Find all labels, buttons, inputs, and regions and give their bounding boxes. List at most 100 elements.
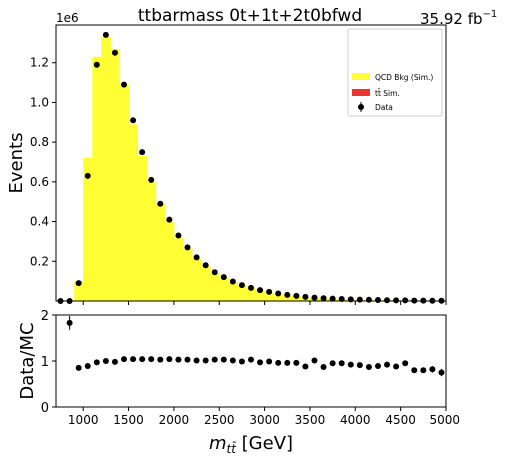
ratio-point <box>429 366 435 372</box>
ratio-y-axis-label: Data/MC <box>17 322 38 399</box>
ratio-point <box>357 362 363 368</box>
data-point <box>239 282 245 288</box>
qcd-bar <box>83 158 92 301</box>
legend: QCD Bkg (Sim.) tt̄ Sim. Data <box>348 29 442 116</box>
data-point <box>393 297 399 303</box>
data-point <box>85 173 91 179</box>
ratio-y-tick-label: 2 <box>41 309 49 324</box>
data-point <box>112 50 118 56</box>
data-point <box>212 269 218 275</box>
ratio-point <box>284 360 290 366</box>
ratio-point <box>157 357 163 363</box>
data-point <box>148 177 154 183</box>
data-point <box>366 297 372 303</box>
qcd-bar <box>138 156 147 301</box>
qcd-bar <box>110 49 119 301</box>
ratio-point <box>67 320 73 326</box>
x-tick-label: 2000 <box>159 413 190 427</box>
data-point <box>257 287 263 293</box>
ratio-point <box>393 364 399 370</box>
qcd-bar <box>147 182 156 301</box>
qcd-bar <box>101 37 110 301</box>
qcd-bar <box>174 237 183 301</box>
x-tick-label: 1500 <box>113 413 144 427</box>
qcd-bar <box>210 273 219 301</box>
data-point <box>76 280 82 286</box>
ratio-point <box>411 367 417 373</box>
data-point <box>402 297 408 303</box>
x-tick-label: 5000 <box>429 413 460 427</box>
data-point <box>139 149 145 155</box>
ratio-point <box>384 362 390 368</box>
main-y-tick-label: 0.4 <box>30 215 49 229</box>
ratio-point <box>121 356 127 362</box>
ratio-point <box>139 356 145 362</box>
ratio-point <box>166 356 172 362</box>
chart-title: ttbarmass 0t+1t+2t0bfwd <box>138 6 362 26</box>
qcd-bar <box>201 266 210 301</box>
data-point <box>293 293 299 299</box>
legend-data-marker <box>358 104 364 110</box>
x-tick-label: 2500 <box>204 413 235 427</box>
data-point <box>203 262 209 268</box>
ratio-y-tick-label: 1 <box>41 355 49 370</box>
ratio-point <box>257 359 263 365</box>
main-y-tick-label: 0.6 <box>30 175 49 189</box>
data-point <box>157 201 163 207</box>
ratio-point <box>112 359 118 365</box>
qcd-bar <box>192 258 201 301</box>
main-y-tick-label: 0.8 <box>30 135 49 149</box>
ratio-point <box>375 363 381 369</box>
lumi-exponent: −1 <box>483 9 498 20</box>
ratio-point <box>321 364 327 370</box>
data-point <box>221 274 227 280</box>
qcd-bar <box>156 204 165 301</box>
ratio-point <box>76 365 82 371</box>
ratio-point <box>339 360 345 366</box>
data-point <box>384 297 390 303</box>
ratio-y-axis: 0 1 2 <box>41 309 56 416</box>
ratio-point <box>302 364 308 370</box>
ratio-point <box>230 358 236 364</box>
ratio-point <box>402 360 408 366</box>
ratio-point <box>103 358 109 364</box>
main-y-tick-label: 1.0 <box>30 95 49 109</box>
ratio-point <box>438 370 444 376</box>
ratio-point <box>148 356 154 362</box>
ratio-point <box>348 362 354 368</box>
main-y-tick-label: 1.2 <box>30 56 49 70</box>
data-point <box>375 297 381 303</box>
ratio-data-points <box>67 316 445 376</box>
qcd-bar <box>228 282 237 301</box>
ratio-point <box>239 358 245 364</box>
x-tick-label: 4500 <box>385 413 416 427</box>
ratio-point <box>330 360 336 366</box>
ratio-point <box>203 358 209 364</box>
ratio-point <box>130 356 136 362</box>
data-point <box>302 294 308 300</box>
x-axis-label-var: m <box>209 433 227 454</box>
x-tick-label: 3000 <box>249 413 280 427</box>
data-point <box>185 244 191 250</box>
data-point <box>266 289 272 295</box>
ratio-point <box>311 358 317 364</box>
x-axis-label: mtt̄ [GeV] <box>209 433 293 456</box>
x-axis-label-unit: [GeV] <box>236 433 293 454</box>
data-point <box>275 290 281 296</box>
ratio-y-tick-label: 0 <box>41 401 49 416</box>
data-point <box>130 117 136 123</box>
legend-swatch-ttbar <box>352 89 370 96</box>
ratio-point <box>212 357 218 363</box>
ratio-point <box>420 367 426 373</box>
legend-label-data: Data <box>375 103 393 112</box>
x-tick-label: 1000 <box>68 413 99 427</box>
ratio-point <box>366 364 372 370</box>
data-point <box>194 254 200 260</box>
ratio-point <box>194 358 200 364</box>
legend-label-ttbar: tt̄ Sim. <box>375 89 400 98</box>
ratio-point <box>85 363 91 369</box>
qcd-bar <box>219 278 228 301</box>
data-point <box>284 292 290 298</box>
